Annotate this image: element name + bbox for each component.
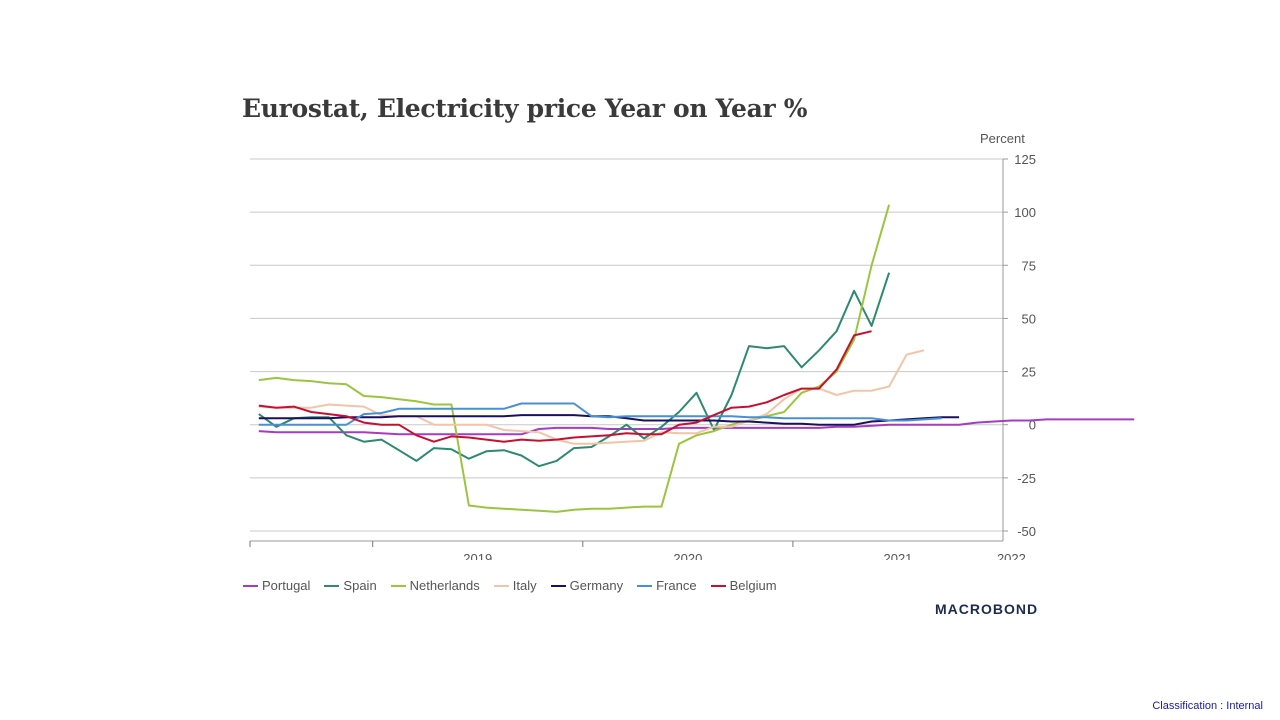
axes: 125 100 75 50 25 0 -25 -50 2019 2020 2021 2022 [249,152,1036,560]
x-tick-label-2020: 2020 [673,551,702,560]
legend-label-spain: Spain [343,578,377,593]
legend-swatch-italy [493,584,509,587]
legend-item-portugal: Portugal [243,578,310,593]
y-tick-label-25: 25 [1022,365,1036,380]
legend-swatch-portugal [243,584,258,587]
y-tick-label--25: -25 [1017,471,1036,486]
legend-swatch-belgium [710,584,726,587]
series-line-portugal [258,418,1135,436]
y-tick-label--50: -50 [1017,524,1036,539]
chart-title: Eurostat, Electricity price Year on Year… [242,94,808,123]
classification-label: Classification : Internal [1152,700,1263,712]
y-tick-label-100: 100 [1014,205,1036,220]
legend-swatch-germany [550,584,566,587]
series-line-belgium [258,330,872,443]
legend-item-spain: Spain [324,578,377,593]
legend-label-italy: Italy [512,578,537,593]
series-line-italy [258,349,925,445]
y-tick-label-0: 0 [1029,418,1036,433]
legend-label-belgium: Belgium [729,578,777,593]
chart-legend: Portugal Spain Netherlands Italy Germany Fran… [243,578,777,593]
series-line-spain [258,272,891,468]
legend-label-portugal: Portugal [262,578,311,593]
legend-swatch-spain [324,584,340,587]
legend-swatch-netherlands [390,584,406,587]
series-line-netherlands [258,204,891,513]
series-lines [258,204,1135,513]
legend-swatch-france [637,584,653,587]
y-tick-label-125: 125 [1014,152,1036,167]
legend-item-france: France [637,578,697,593]
legend-item-netherlands: Netherlands [390,578,480,593]
legend-item-italy: Italy [493,578,537,593]
series-line-france [258,402,942,426]
legend-label-germany: Germany [569,578,624,593]
legend-label-france: France [656,578,697,593]
x-tick-label-2022: 2022 [997,551,1026,560]
x-tick-label-2021: 2021 [883,551,912,560]
y-axis-unit-label: Percent [980,131,1025,146]
series-line-germany [258,414,960,426]
macrobond-logo: MACROBOND [935,601,1039,617]
legend-item-germany: Germany [550,578,624,593]
legend-label-netherlands: Netherlands [409,578,480,593]
x-tick-label-2019: 2019 [463,551,492,560]
y-tick-label-75: 75 [1022,258,1036,273]
grid-lines [250,158,1003,532]
y-tick-label-50: 50 [1022,311,1036,326]
legend-item-belgium: Belgium [710,578,777,593]
line-chart: 125 100 75 50 25 0 -25 -50 2019 2020 2021 2022 Perc… [249,131,1135,560]
